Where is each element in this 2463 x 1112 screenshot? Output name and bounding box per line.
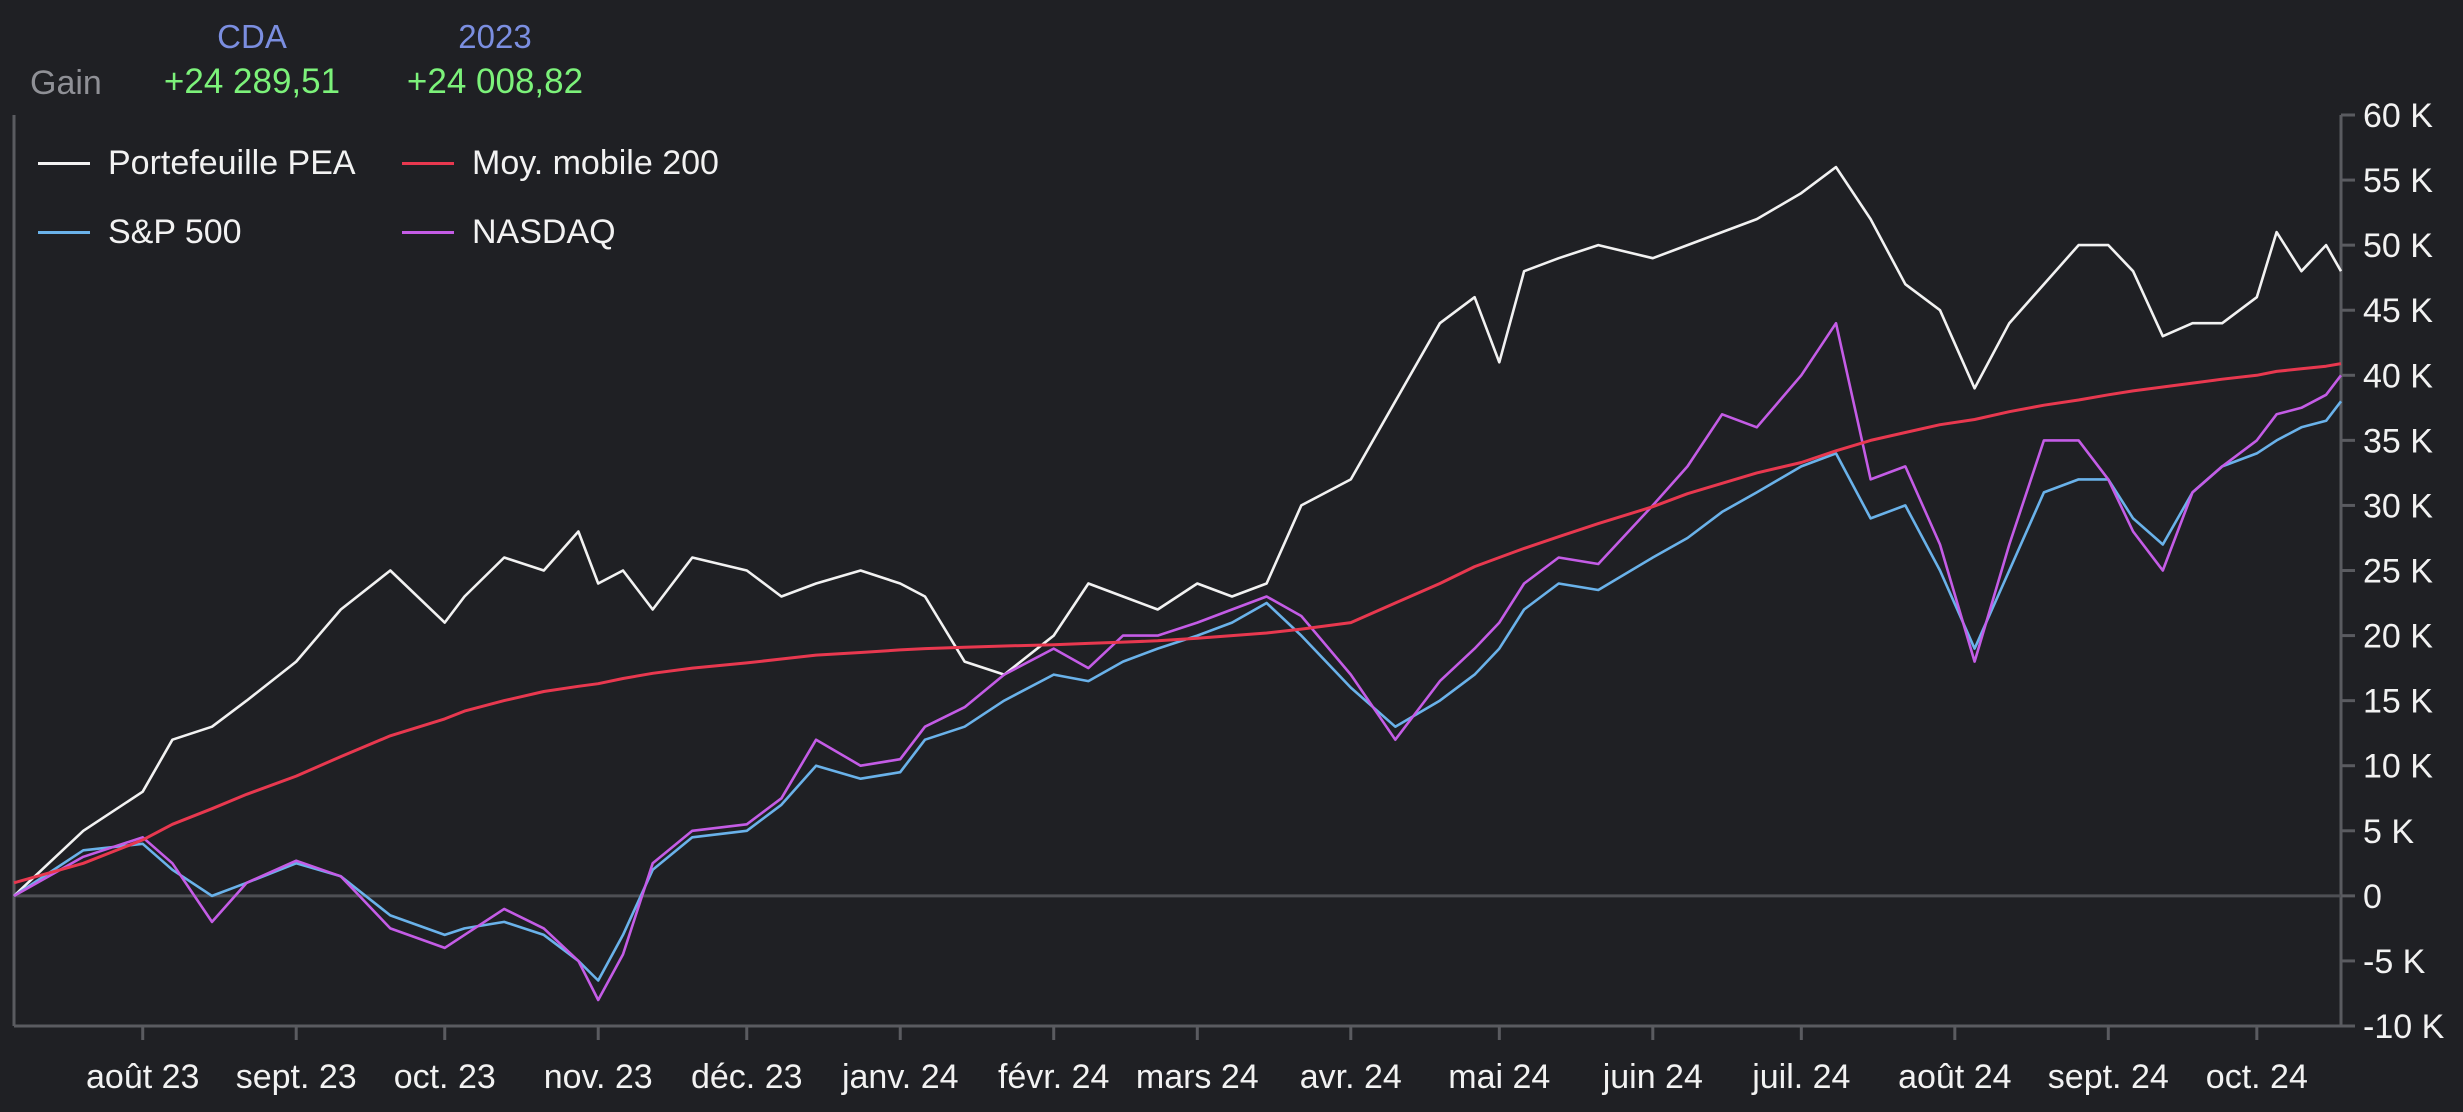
y-tick-label-13: -5 K <box>2363 943 2426 981</box>
x-tick-label-13: sept. 24 <box>2048 1058 2169 1096</box>
x-tick-label-1: sept. 23 <box>236 1058 357 1096</box>
y-tick-label-8: 20 K <box>2363 618 2433 656</box>
x-tick-label-10: juin 24 <box>1602 1058 1703 1096</box>
gain-row-label: Gain <box>30 64 102 102</box>
x-tick-label-3: nov. 23 <box>544 1058 653 1096</box>
x-tick-label-7: mars 24 <box>1136 1058 1259 1096</box>
y-tick-label-9: 15 K <box>2363 683 2433 721</box>
y-tick-label-0: 60 K <box>2363 97 2433 135</box>
legend-label-portefeuille: Portefeuille PEA <box>108 143 356 182</box>
y-tick-label-2: 50 K <box>2363 227 2433 265</box>
column-title-2023: 2023 <box>458 18 532 55</box>
series-line-portefeuille-pea <box>13 165 2343 897</box>
legend-item-nasdaq[interactable]: NASDAQ <box>402 210 616 254</box>
y-tick-label-14: -10 K <box>2363 1008 2445 1046</box>
gain-value-2023: +24 008,82 <box>406 62 584 101</box>
legend-swatch-nasdaq <box>402 230 454 234</box>
y-tick-label-1: 55 K <box>2363 162 2433 200</box>
legend-label-sp500: S&P 500 <box>108 212 242 251</box>
y-tick-label-6: 30 K <box>2363 487 2433 525</box>
x-tick-label-12: août 24 <box>1898 1058 2011 1096</box>
x-tick-label-6: févr. 24 <box>998 1058 1110 1096</box>
legend-item-portefeuille-pea[interactable]: Portefeuille PEA <box>38 141 356 185</box>
x-tick-label-9: mai 24 <box>1448 1058 1550 1096</box>
x-tick-label-14: oct. 24 <box>2206 1058 2308 1096</box>
y-tick-label-4: 40 K <box>2363 357 2433 395</box>
series-line-s-p-500 <box>13 400 2343 982</box>
x-tick-label-4: déc. 23 <box>691 1058 803 1096</box>
x-tick-label-2: oct. 23 <box>394 1058 496 1096</box>
y-tick-label-7: 25 K <box>2363 553 2433 591</box>
y-tick-label-5: 35 K <box>2363 422 2433 460</box>
y-tick-label-12: 0 <box>2363 878 2382 916</box>
series-line-nasdaq <box>13 321 2343 1002</box>
legend-item-sp500[interactable]: S&P 500 <box>38 210 242 254</box>
legend-swatch-sp500 <box>38 230 90 234</box>
legend-label-nasdaq: NASDAQ <box>472 212 616 251</box>
legend-swatch-moyenne <box>402 161 454 165</box>
y-tick-label-3: 45 K <box>2363 292 2433 330</box>
x-tick-label-8: avr. 24 <box>1300 1058 1402 1096</box>
x-tick-label-5: janv. 24 <box>841 1058 959 1096</box>
column-title-cda: CDA <box>217 18 287 55</box>
x-tick-label-11: juil. 24 <box>1751 1058 1850 1096</box>
y-tick-label-11: 5 K <box>2363 813 2414 851</box>
legend-item-moy-mobile-200[interactable]: Moy. mobile 200 <box>402 141 719 185</box>
legend-swatch-portefeuille <box>38 161 90 165</box>
y-tick-label-10: 10 K <box>2363 748 2433 786</box>
legend-label-moyenne: Moy. mobile 200 <box>472 143 719 182</box>
series-line-moy-mobile-200 <box>13 362 2342 885</box>
x-tick-label-0: août 23 <box>86 1058 199 1096</box>
gain-value-cda: +24 289,51 <box>163 62 341 101</box>
